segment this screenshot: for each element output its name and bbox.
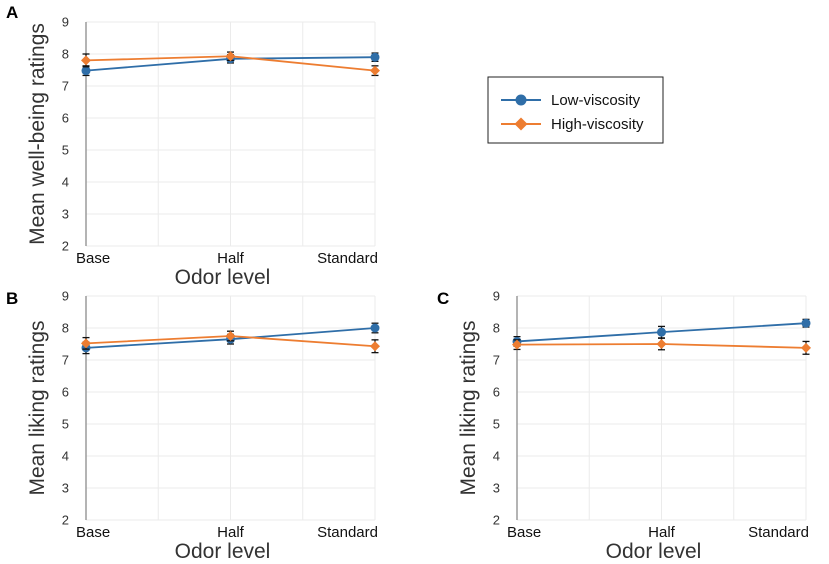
y-tick-label: 4 <box>493 449 500 464</box>
series-high-viscosity <box>512 337 811 355</box>
x-tick-label: Base <box>507 524 541 541</box>
x-tick-label: Base <box>76 524 110 541</box>
y-tick-label: 9 <box>493 289 500 304</box>
x-axis-title: Odor level <box>175 540 271 563</box>
panel-label: A <box>6 3 18 22</box>
data-point <box>370 65 380 76</box>
legend-marker-high-viscosity <box>514 117 528 131</box>
data-point <box>225 331 236 341</box>
panel-label: C <box>437 289 449 308</box>
y-tick-label: 3 <box>62 481 69 496</box>
legend: Low-viscosity High-viscosity <box>487 76 664 144</box>
chart-panel-a: 2 3 4 5 6 7 8 9 Base Half Standard Odor level Mean w… <box>6 3 380 289</box>
data-point <box>81 338 91 349</box>
x-axis-title: Odor level <box>175 266 271 289</box>
y-axis-title: Mean liking ratings <box>457 320 480 495</box>
y-tick-label: 5 <box>62 143 69 158</box>
series-high-viscosity <box>81 51 380 77</box>
data-point <box>656 339 667 349</box>
y-tick-label: 2 <box>62 513 69 528</box>
y-tick-label: 5 <box>62 417 69 432</box>
x-tick-label: Half <box>648 524 676 541</box>
data-point <box>81 66 91 76</box>
series-high-viscosity <box>81 330 380 354</box>
y-tick-label: 7 <box>62 79 69 94</box>
y-tick-label: 2 <box>493 513 500 528</box>
legend-label-high-viscosity: High-viscosity <box>551 116 644 133</box>
data-point <box>512 339 522 350</box>
panel-label: B <box>6 289 18 308</box>
data-point <box>81 55 91 66</box>
data-point <box>801 318 811 328</box>
chart-panel-b: 2 3 4 5 6 7 8 9 Base Half Standard Odor level Mean l… <box>6 289 380 563</box>
y-tick-label: 5 <box>493 417 500 432</box>
y-tick-label: 9 <box>62 289 69 304</box>
y-tick-label: 6 <box>62 385 69 400</box>
y-tick-label: 6 <box>62 111 69 126</box>
y-tick-label: 9 <box>62 15 69 30</box>
data-point <box>801 342 811 353</box>
y-tick-label: 8 <box>493 321 500 336</box>
legend-marker-low-viscosity <box>515 94 527 106</box>
y-tick-label: 8 <box>62 47 69 62</box>
y-tick-label: 4 <box>62 449 69 464</box>
data-point <box>657 327 666 337</box>
y-tick-label: 3 <box>493 481 500 496</box>
y-tick-label: 2 <box>62 239 69 254</box>
y-axis-title: Mean well-being ratings <box>26 23 49 245</box>
x-tick-label: Standard <box>317 250 378 267</box>
x-axis-title: Odor level <box>606 540 702 563</box>
y-axis-title: Mean liking ratings <box>26 320 49 495</box>
data-point <box>370 341 380 352</box>
legend-box <box>487 76 664 144</box>
x-tick-label: Standard <box>317 524 378 541</box>
legend-label-low-viscosity: Low-viscosity <box>551 92 641 109</box>
y-tick-label: 7 <box>493 353 500 368</box>
panels: 2 3 4 5 6 7 8 9 Base Half Standard Odor level Mean w… <box>6 3 811 563</box>
data-point <box>370 323 380 333</box>
y-tick-label: 7 <box>62 353 69 368</box>
x-tick-label: Standard <box>748 524 809 541</box>
y-tick-label: 4 <box>62 175 69 190</box>
y-tick-label: 6 <box>493 385 500 400</box>
chart-panel-c: 2 3 4 5 6 7 8 9 Base Half Standard Odor level Mean l… <box>437 289 811 563</box>
y-tick-label: 3 <box>62 207 69 222</box>
y-tick-label: 8 <box>62 321 69 336</box>
x-tick-label: Half <box>217 250 245 267</box>
data-point <box>370 52 380 62</box>
data-point <box>225 51 236 62</box>
x-tick-label: Base <box>76 250 110 267</box>
x-tick-label: Half <box>217 524 245 541</box>
